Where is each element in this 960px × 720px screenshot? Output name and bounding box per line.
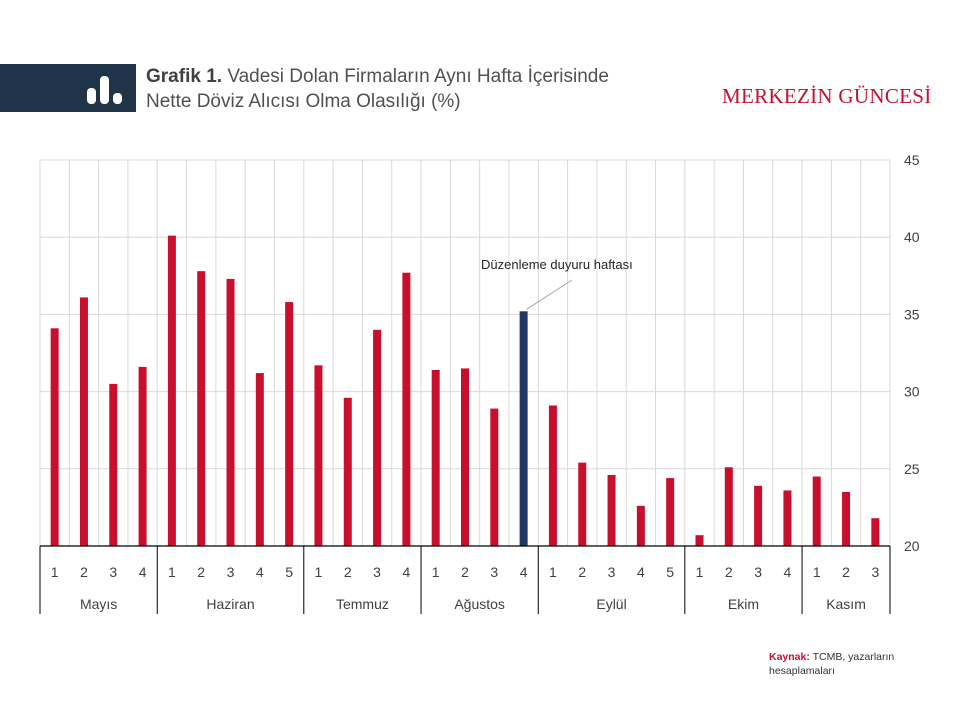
bar bbox=[666, 478, 675, 546]
bar bbox=[695, 535, 704, 546]
bar bbox=[548, 405, 557, 546]
bar bbox=[197, 271, 206, 546]
x-tick-label: 5 bbox=[285, 564, 293, 580]
bar bbox=[842, 491, 851, 546]
title-band bbox=[0, 64, 136, 112]
chart-title-line-1: Grafik 1. Vadesi Dolan Firmaların Aynı H… bbox=[146, 64, 706, 89]
month-label: Ağustos bbox=[454, 596, 505, 612]
bar bbox=[50, 328, 59, 546]
x-tick-label: 1 bbox=[168, 564, 176, 580]
bar bbox=[461, 368, 469, 546]
x-tick-label: 3 bbox=[490, 564, 498, 580]
x-tick-label: 2 bbox=[344, 564, 352, 580]
bar bbox=[636, 505, 645, 546]
bar bbox=[578, 462, 587, 546]
x-tick-label: 2 bbox=[578, 564, 586, 580]
x-tick-label: 2 bbox=[725, 564, 733, 580]
x-tick-label: 2 bbox=[461, 564, 469, 580]
x-tick-label: 1 bbox=[549, 564, 557, 580]
x-tick-label: 3 bbox=[373, 564, 381, 580]
bar bbox=[754, 485, 763, 546]
y-tick-label: 25 bbox=[904, 461, 920, 477]
chart-title-bold: Grafik 1. bbox=[146, 66, 223, 87]
x-tick-label: 3 bbox=[871, 564, 879, 580]
x-tick-label: 3 bbox=[754, 564, 762, 580]
bar bbox=[812, 476, 821, 546]
bar bbox=[226, 278, 235, 546]
annotation-label: Düzenleme duyuru haftası bbox=[481, 257, 633, 272]
bar bbox=[373, 329, 382, 546]
month-label: Eylül bbox=[596, 596, 626, 612]
x-tick-label: 1 bbox=[432, 564, 440, 580]
x-tick-label: 3 bbox=[608, 564, 616, 580]
x-tick-label: 4 bbox=[402, 564, 410, 580]
bar bbox=[402, 272, 411, 546]
bar bbox=[871, 518, 880, 546]
x-tick-label: 4 bbox=[256, 564, 264, 580]
bar bbox=[490, 408, 499, 546]
brand-logo: MERKEZİN GÜNCESİ bbox=[722, 84, 932, 108]
x-tick-label: 1 bbox=[315, 564, 323, 580]
chart-title-text-2: Nette Döviz Alıcısı Olma Olasılığı (%) bbox=[146, 91, 461, 112]
chart-title-text-1: Vadesi Dolan Firmaların Aynı Hafta İçeri… bbox=[227, 66, 609, 87]
bar-chart-icon bbox=[87, 76, 122, 104]
bar bbox=[783, 490, 792, 546]
month-label: Ekim bbox=[728, 596, 759, 612]
bar bbox=[607, 474, 616, 546]
bar bbox=[138, 366, 147, 546]
y-tick-label: 40 bbox=[904, 229, 920, 245]
annotation-leader-line bbox=[526, 279, 573, 310]
bar bbox=[79, 297, 88, 546]
x-tick-label: 4 bbox=[139, 564, 147, 580]
x-tick-label: 5 bbox=[666, 564, 674, 580]
month-label: Temmuz bbox=[336, 596, 389, 612]
bar bbox=[519, 311, 528, 546]
x-tick-label: 1 bbox=[51, 564, 59, 580]
x-tick-label: 2 bbox=[80, 564, 88, 580]
x-tick-label: 4 bbox=[520, 564, 528, 580]
month-label: Kasım bbox=[826, 596, 866, 612]
month-label: Mayıs bbox=[80, 596, 117, 612]
bar bbox=[255, 373, 264, 546]
source-note: Kaynak: TCMB, yazarların hesaplamaları bbox=[769, 650, 929, 678]
source-label: Kaynak: bbox=[769, 651, 810, 663]
chart-title: Grafik 1. Vadesi Dolan Firmaların Aynı H… bbox=[146, 64, 706, 114]
x-tick-label: 4 bbox=[784, 564, 792, 580]
bar bbox=[109, 383, 118, 546]
bar bbox=[724, 467, 733, 546]
source-text: TCMB, yazarların hesaplamaları bbox=[769, 651, 895, 677]
month-label: Haziran bbox=[206, 596, 254, 612]
bar bbox=[314, 365, 323, 546]
y-tick-label: 30 bbox=[904, 384, 920, 400]
x-tick-label: 4 bbox=[637, 564, 645, 580]
y-tick-label: 20 bbox=[904, 538, 920, 554]
x-tick-label: 3 bbox=[227, 564, 235, 580]
y-tick-label: 45 bbox=[904, 152, 920, 168]
x-tick-label: 1 bbox=[696, 564, 704, 580]
y-tick-label: 35 bbox=[904, 306, 920, 322]
x-tick-label: 2 bbox=[842, 564, 850, 580]
x-tick-label: 3 bbox=[109, 564, 117, 580]
x-tick-label: 1 bbox=[813, 564, 821, 580]
bar bbox=[431, 369, 440, 546]
bar bbox=[285, 302, 294, 546]
bar bbox=[343, 397, 352, 546]
bar bbox=[167, 235, 176, 546]
x-tick-label: 2 bbox=[197, 564, 205, 580]
